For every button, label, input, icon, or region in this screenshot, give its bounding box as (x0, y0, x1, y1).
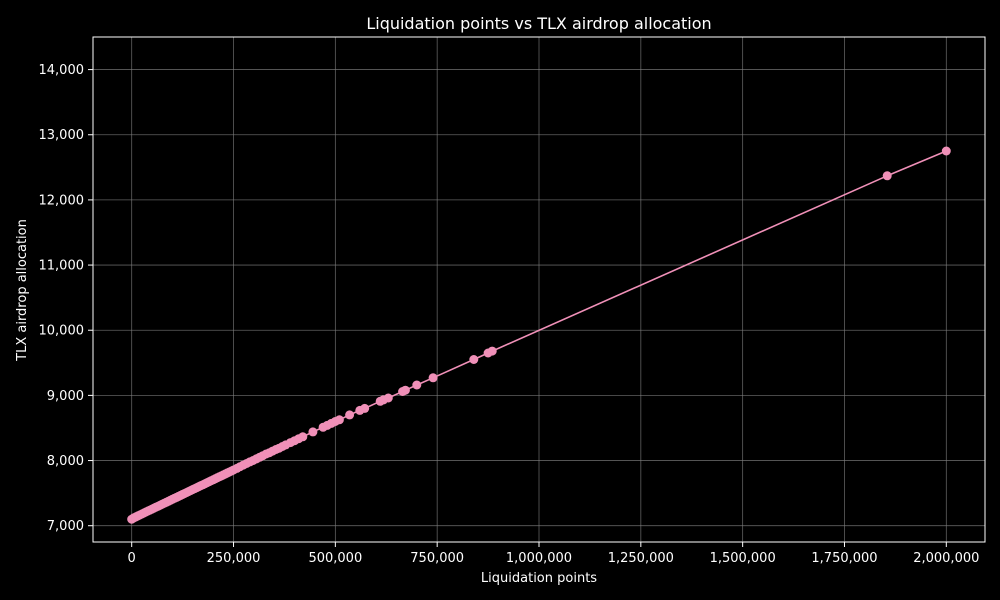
x-tick-label: 500,000 (308, 551, 362, 566)
data-point (487, 346, 497, 356)
data-point (428, 373, 438, 383)
x-tick-label: 0 (128, 551, 136, 566)
data-point (400, 385, 410, 395)
data-point (383, 393, 393, 403)
x-tick-label: 1,000,000 (506, 551, 572, 566)
y-tick-label: 7,000 (47, 519, 84, 534)
x-tick-label: 1,750,000 (811, 551, 877, 566)
y-tick-label: 11,000 (39, 259, 85, 274)
x-tick-label: 2,000,000 (913, 551, 979, 566)
data-point (334, 415, 344, 425)
data-point (308, 427, 318, 437)
y-tick-label: 13,000 (39, 128, 85, 143)
data-point (298, 432, 308, 442)
data-point (412, 380, 422, 390)
x-tick-label: 1,250,000 (608, 551, 674, 566)
x-tick-label: 250,000 (207, 551, 261, 566)
data-point (360, 403, 370, 413)
data-point (345, 410, 355, 420)
data-point (469, 355, 479, 364)
data-point (882, 171, 892, 181)
data-points (127, 146, 951, 524)
chart-title: Liquidation points vs TLX airdrop alloca… (366, 14, 711, 33)
y-tick-label: 8,000 (47, 454, 84, 469)
x-tick-label: 1,500,000 (710, 551, 776, 566)
y-tick-label: 12,000 (39, 193, 85, 208)
y-axis-ticks: 7,000 8,000 9,000 10,000 11,000 12,000 13,000 1… (39, 63, 93, 534)
data-point (941, 146, 951, 156)
y-axis-label: TLX airdrop allocation (15, 219, 30, 362)
y-tick-label: 9,000 (47, 389, 84, 404)
grid-lines (93, 37, 985, 542)
x-axis-label: Liquidation points (481, 571, 597, 586)
y-tick-label: 14,000 (39, 63, 85, 78)
x-tick-label: 750,000 (410, 551, 464, 566)
x-axis-ticks: 0 250,000 500,000 750,000 1,000,000 1,250,000… (128, 542, 979, 566)
y-tick-label: 10,000 (39, 324, 85, 339)
